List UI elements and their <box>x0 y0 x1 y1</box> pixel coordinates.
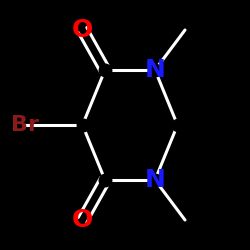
Text: Br: Br <box>11 115 39 135</box>
Text: N: N <box>144 168 166 192</box>
Text: N: N <box>144 58 166 82</box>
Text: O: O <box>72 208 93 232</box>
Text: O: O <box>72 18 93 42</box>
